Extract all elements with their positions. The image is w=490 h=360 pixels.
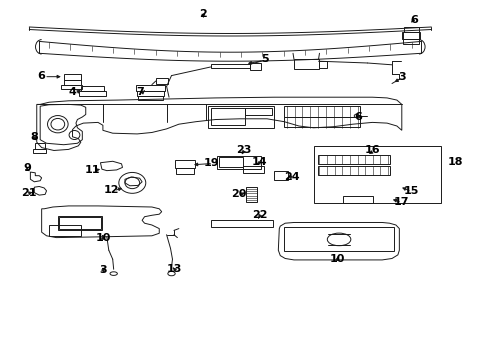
Bar <box>137 91 164 96</box>
Bar <box>294 59 318 69</box>
Bar <box>343 196 373 203</box>
Text: 21: 21 <box>21 188 36 198</box>
Bar <box>219 157 243 167</box>
Text: 13: 13 <box>166 264 182 274</box>
Text: 9: 9 <box>23 163 31 174</box>
Text: 2: 2 <box>199 9 207 19</box>
Text: 12: 12 <box>104 185 120 195</box>
Bar <box>138 96 163 100</box>
Bar <box>404 27 419 32</box>
Text: 8: 8 <box>30 132 38 142</box>
Bar <box>217 156 261 169</box>
Bar <box>208 106 274 128</box>
Bar <box>284 106 360 117</box>
Bar <box>243 166 264 173</box>
Text: 7: 7 <box>136 87 144 97</box>
Bar <box>246 187 257 202</box>
Text: 3: 3 <box>398 72 406 82</box>
Bar <box>61 85 82 89</box>
Bar <box>318 61 327 68</box>
Bar <box>33 149 46 153</box>
Bar <box>59 217 101 229</box>
Bar <box>284 117 360 127</box>
Text: 6: 6 <box>410 15 418 25</box>
Bar <box>245 108 272 115</box>
Bar <box>156 78 168 84</box>
Bar <box>250 63 261 70</box>
Text: 16: 16 <box>365 145 380 156</box>
Text: 10: 10 <box>329 254 345 264</box>
Bar <box>175 160 195 168</box>
Text: 6: 6 <box>38 71 46 81</box>
Bar <box>318 166 390 175</box>
Text: 11: 11 <box>84 165 100 175</box>
Bar <box>402 32 420 39</box>
Text: 23: 23 <box>236 145 252 156</box>
Text: 4: 4 <box>69 87 76 97</box>
Bar <box>284 227 394 251</box>
Bar <box>274 171 288 180</box>
Text: 5: 5 <box>261 54 269 64</box>
Bar <box>318 155 390 164</box>
Bar <box>176 168 194 174</box>
Bar <box>64 80 81 85</box>
Text: 3: 3 <box>99 265 107 275</box>
Text: 22: 22 <box>252 210 268 220</box>
Bar <box>58 216 102 230</box>
Text: 19: 19 <box>204 158 220 168</box>
Bar <box>35 143 45 149</box>
Text: 14: 14 <box>252 157 268 167</box>
Bar <box>211 64 250 68</box>
Text: 18: 18 <box>448 157 464 167</box>
Text: 6: 6 <box>354 112 362 122</box>
Bar <box>79 91 106 96</box>
Text: 15: 15 <box>404 186 419 196</box>
Bar <box>81 86 104 91</box>
Text: 24: 24 <box>284 172 299 182</box>
Bar <box>49 225 81 236</box>
Bar <box>64 74 81 80</box>
Text: 17: 17 <box>394 197 410 207</box>
Text: 10: 10 <box>95 233 111 243</box>
Bar <box>403 39 419 44</box>
Bar <box>136 85 165 91</box>
Text: 20: 20 <box>231 189 247 199</box>
Bar <box>314 146 441 203</box>
Bar <box>211 108 245 125</box>
Bar <box>211 220 273 227</box>
